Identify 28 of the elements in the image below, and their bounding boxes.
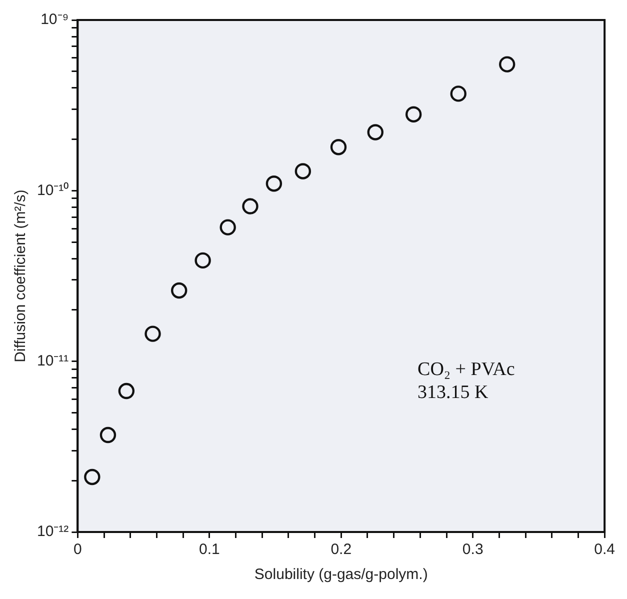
- y-tick-label: 10⁻¹¹: [36, 352, 69, 370]
- y-tick-label: 10⁻⁹: [40, 11, 69, 28]
- point: [266, 176, 282, 192]
- x-tick-label: 0.2: [330, 541, 352, 558]
- x-tick-label: 0.1: [198, 541, 220, 558]
- y-tick-label: 10⁻¹⁰: [36, 182, 69, 199]
- point: [294, 163, 312, 180]
- point: [450, 86, 466, 102]
- point: [144, 326, 161, 342]
- point: [220, 219, 236, 236]
- point: [367, 124, 384, 140]
- y-tick-label: 10⁻¹²: [36, 523, 69, 540]
- point: [405, 106, 422, 122]
- point: [84, 468, 100, 486]
- x-tick-label: 0: [74, 541, 82, 558]
- x-tick-label: 0.3: [462, 541, 484, 558]
- point: [194, 252, 211, 269]
- point: [171, 282, 188, 299]
- x-tick-label: 0.4: [594, 541, 616, 558]
- point: [118, 382, 135, 400]
- point: [242, 198, 258, 214]
- point: [330, 139, 347, 156]
- point: [100, 426, 116, 444]
- x-axis-title: Solubility (g-gas/g-polym.): [254, 566, 428, 584]
- annotation: 313.15 K: [418, 382, 489, 403]
- annotation: CO₂ + PVAc: [418, 358, 515, 380]
- y-axis-title: Diffusion coefficient (m²/s): [12, 190, 30, 362]
- point: [499, 56, 516, 72]
